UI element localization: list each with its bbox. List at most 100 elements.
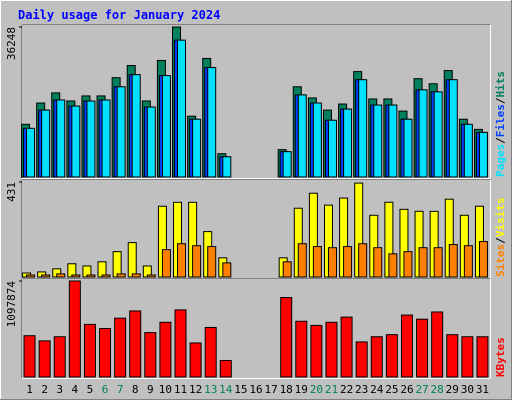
bar — [446, 334, 459, 378]
x-tick-label: 19 — [295, 383, 308, 396]
bar — [26, 127, 36, 178]
bar — [53, 336, 66, 378]
bar — [71, 274, 81, 278]
x-tick-label: 5 — [87, 383, 94, 396]
y-tick-label: 36248 — [5, 27, 18, 60]
bar — [370, 336, 383, 378]
legend-separator: / — [494, 137, 507, 144]
bar — [295, 320, 308, 378]
x-tick-label: 12 — [189, 383, 202, 396]
bar — [177, 243, 187, 278]
legend-entry: KBytes — [494, 337, 507, 377]
legend-entry: Files — [494, 104, 507, 137]
bar — [327, 247, 337, 278]
x-tick-label: 3 — [56, 383, 63, 396]
legend-entry: Hits — [494, 71, 507, 98]
bar — [327, 119, 337, 178]
x-tick-label: 7 — [117, 383, 124, 396]
legend: Sites/Visits — [494, 198, 507, 278]
x-tick-label: 2 — [41, 383, 48, 396]
legend-entry: Sites — [494, 244, 507, 277]
legend: KBytes — [494, 337, 507, 377]
bar — [127, 242, 137, 278]
x-tick-label: 29 — [446, 383, 459, 396]
x-tick-label: 1 — [26, 383, 33, 396]
legend-separator: / — [494, 97, 507, 104]
x-tick-label: 16 — [249, 383, 262, 396]
bar — [433, 91, 443, 178]
bar — [416, 318, 429, 378]
bar — [86, 100, 96, 178]
bar — [204, 326, 217, 378]
bar — [400, 314, 413, 378]
bar — [463, 245, 473, 278]
bar — [312, 246, 322, 278]
x-tick-label: 28 — [431, 383, 444, 396]
x-tick-label: 20 — [310, 383, 323, 396]
bar — [174, 309, 187, 378]
bar — [478, 131, 488, 178]
bar — [312, 102, 322, 178]
bar — [373, 247, 383, 278]
chart-title: Daily usage for January 2024 — [18, 8, 220, 22]
bar — [161, 75, 171, 178]
bar — [207, 67, 217, 178]
x-tick-label: 18 — [280, 383, 293, 396]
bar — [222, 156, 232, 178]
bar — [325, 321, 338, 378]
bar — [192, 245, 202, 278]
bar — [280, 297, 293, 378]
x-tick-label: 15 — [234, 383, 247, 396]
bar — [343, 108, 353, 178]
bar — [26, 274, 36, 278]
bar — [340, 316, 353, 378]
x-tick-label: 13 — [204, 383, 217, 396]
bar — [207, 246, 217, 278]
bar — [418, 247, 428, 278]
bar — [23, 335, 36, 378]
bar — [101, 274, 111, 278]
bar — [41, 274, 51, 278]
bar — [476, 336, 489, 378]
bar — [192, 118, 202, 178]
x-tick-label: 4 — [72, 383, 79, 396]
bar — [114, 317, 127, 378]
x-tick-label: 14 — [219, 383, 233, 396]
bar — [358, 243, 368, 278]
bar — [116, 86, 126, 178]
bar — [116, 273, 126, 278]
bar — [144, 332, 157, 378]
x-tick-label: 21 — [325, 383, 338, 396]
bar — [38, 340, 51, 378]
legend: Pages/Files/Hits — [494, 71, 507, 177]
bar — [373, 104, 383, 178]
bar — [83, 323, 96, 378]
bar — [101, 99, 111, 178]
legend-entry: Visits — [494, 198, 507, 238]
x-tick-label: 8 — [132, 383, 139, 396]
bar — [189, 342, 202, 378]
x-tick-label: 6 — [102, 383, 109, 396]
bar — [431, 311, 444, 378]
x-tick-label: 22 — [340, 383, 353, 396]
bar — [219, 359, 232, 378]
bar — [297, 94, 307, 178]
bar — [41, 109, 51, 178]
bar — [403, 251, 413, 278]
x-tick-label: 9 — [147, 383, 154, 396]
bar — [433, 247, 443, 278]
bar — [146, 106, 156, 178]
bar — [99, 327, 112, 378]
x-tick-label: 24 — [370, 383, 384, 396]
bar — [385, 334, 398, 378]
x-tick-label: 27 — [415, 383, 428, 396]
bar — [86, 274, 96, 278]
bar — [68, 280, 81, 378]
bar — [129, 310, 142, 378]
x-tick-label: 31 — [476, 383, 489, 396]
bar — [56, 99, 66, 178]
bar — [461, 336, 474, 378]
bar — [71, 105, 81, 178]
bar — [131, 273, 141, 278]
bar — [282, 151, 292, 178]
